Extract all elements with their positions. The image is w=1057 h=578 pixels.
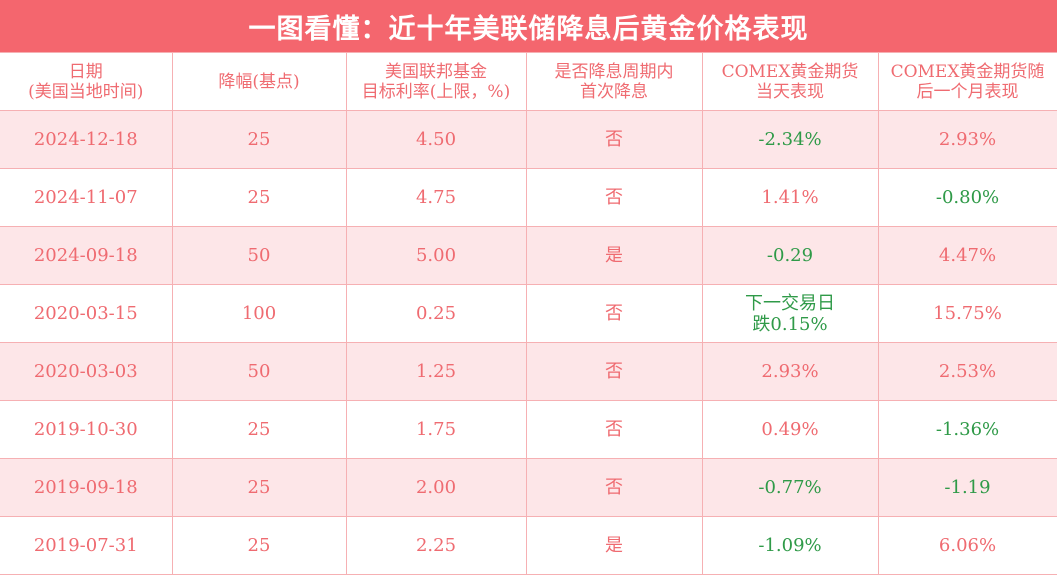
first-cut-cell: 否 xyxy=(525,342,703,401)
date-cell: 2020-03-15 xyxy=(0,284,173,343)
date-cell: 2024-11-07 xyxy=(0,168,173,227)
table-row: 2019-07-31 25 2.25 是 -1.09% 6.06% xyxy=(0,516,1057,575)
first-cut-cell: 是 xyxy=(525,226,703,285)
page-title: 一图看懂：近十年美联储降息后黄金价格表现 xyxy=(0,0,1057,52)
rate-cell: 2.25 xyxy=(345,516,527,575)
gold-day-line: -0.77% xyxy=(758,477,822,498)
header-line: 目标利率(上限，%) xyxy=(361,81,511,102)
gold-day-cell: -0.29 xyxy=(701,226,879,285)
cut-cell: 25 xyxy=(171,458,347,517)
header-line: 首次降息 xyxy=(580,81,648,102)
gold-day-line: -1.09% xyxy=(758,535,822,556)
gold-month-cell: -1.36% xyxy=(877,400,1057,459)
gold-day-line: 1.41% xyxy=(761,187,819,208)
gold-day-line: -0.29 xyxy=(766,245,814,266)
cut-cell: 50 xyxy=(171,226,347,285)
table-row: 2024-09-18 50 5.00 是 -0.29 4.47% xyxy=(0,226,1057,285)
header-gold-day: COMEX黄金期货 当天表现 xyxy=(701,52,879,111)
first-cut-cell: 否 xyxy=(525,458,703,517)
gold-month-cell: 2.93% xyxy=(877,110,1057,169)
header-rate: 美国联邦基金 目标利率(上限，%) xyxy=(345,52,527,111)
gold-day-line: 2.93% xyxy=(761,361,819,382)
rate-cell: 5.00 xyxy=(345,226,527,285)
gold-day-cell: -2.34% xyxy=(701,110,879,169)
gold-month-cell: 4.47% xyxy=(877,226,1057,285)
header-line: COMEX黄金期货随 xyxy=(890,61,1045,82)
date-cell: 2024-12-18 xyxy=(0,110,173,169)
rate-cell: 1.25 xyxy=(345,342,527,401)
gold-day-cell: -0.77% xyxy=(701,458,879,517)
header-first-cut: 是否降息周期内 首次降息 xyxy=(525,52,703,111)
gold-day-cell: 2.93% xyxy=(701,342,879,401)
date-cell: 2020-03-03 xyxy=(0,342,173,401)
header-gold-month: COMEX黄金期货随 后一个月表现 xyxy=(877,52,1057,111)
cut-cell: 25 xyxy=(171,168,347,227)
gold-day-cell: 下一交易日 跌0.15% xyxy=(701,284,879,343)
gold-month-cell: 2.53% xyxy=(877,342,1057,401)
table-row: 2024-12-18 25 4.50 否 -2.34% 2.93% xyxy=(0,110,1057,169)
date-cell: 2024-09-18 xyxy=(0,226,173,285)
rate-cut-table: 日期 (美国当地时间) 降幅(基点) 美国联邦基金 目标利率(上限，%) 是否降息周期内首… xyxy=(0,52,1057,575)
first-cut-cell: 是 xyxy=(525,516,703,575)
gold-day-cell: 0.49% xyxy=(701,400,879,459)
table-row: 2024-11-07 25 4.75 否 1.41% -0.80% xyxy=(0,168,1057,227)
rate-cell: 4.50 xyxy=(345,110,527,169)
date-cell: 2019-07-31 xyxy=(0,516,173,575)
gold-day-line: -2.34% xyxy=(758,129,822,150)
gold-month-cell: -0.80% xyxy=(877,168,1057,227)
header-line: 日期 xyxy=(68,61,103,82)
header-line: 后一个月表现 xyxy=(916,81,1019,102)
date-cell: 2019-09-18 xyxy=(0,458,173,517)
gold-day-line: 跌0.15% xyxy=(752,313,828,335)
cut-cell: 25 xyxy=(171,400,347,459)
first-cut-cell: 否 xyxy=(525,284,703,343)
first-cut-cell: 否 xyxy=(525,400,703,459)
cut-cell: 100 xyxy=(171,284,347,343)
table-row: 2020-03-15 100 0.25 否下一交易日 跌0.15% 15.75% xyxy=(0,284,1057,343)
cut-cell: 25 xyxy=(171,110,347,169)
cut-cell: 25 xyxy=(171,516,347,575)
table-row: 2019-10-30 25 1.75 否 0.49% -1.36% xyxy=(0,400,1057,459)
gold-day-cell: 1.41% xyxy=(701,168,879,227)
rate-cell: 0.25 xyxy=(345,284,527,343)
rate-cell: 2.00 xyxy=(345,458,527,517)
header-line: 当天表现 xyxy=(756,81,824,102)
date-cell: 2019-10-30 xyxy=(0,400,173,459)
gold-day-line: 0.49% xyxy=(761,419,819,440)
header-line: 降幅(基点) xyxy=(218,71,300,92)
cut-cell: 50 xyxy=(171,342,347,401)
gold-day-cell: -1.09% xyxy=(701,516,879,575)
gold-month-cell: -1.19 xyxy=(877,458,1057,517)
first-cut-cell: 否 xyxy=(525,110,703,169)
gold-month-cell: 6.06% xyxy=(877,516,1057,575)
table-row: 2019-09-18 25 2.00 否 -0.77% -1.19 xyxy=(0,458,1057,517)
header-date: 日期 (美国当地时间) xyxy=(0,52,173,111)
gold-month-cell: 15.75% xyxy=(877,284,1057,343)
rate-cell: 4.75 xyxy=(345,168,527,227)
header-line: (美国当地时间) xyxy=(28,81,144,102)
first-cut-cell: 否 xyxy=(525,168,703,227)
header-line: 是否降息周期内 xyxy=(554,61,674,82)
header-line: 美国联邦基金 xyxy=(385,61,487,82)
table-header-row: 日期 (美国当地时间) 降幅(基点) 美国联邦基金 目标利率(上限，%) 是否降息周期内首… xyxy=(0,52,1057,111)
rate-cell: 1.75 xyxy=(345,400,527,459)
header-line: COMEX黄金期货 xyxy=(721,61,859,82)
header-cut: 降幅(基点) xyxy=(171,52,347,111)
table-row: 2020-03-03 50 1.25 否 2.93% 2.53% xyxy=(0,342,1057,401)
gold-day-line: 下一交易日 xyxy=(745,292,835,314)
